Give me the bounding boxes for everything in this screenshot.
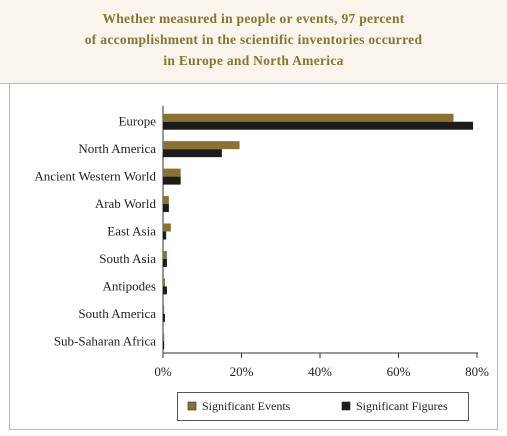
bar-significant-figures — [163, 341, 165, 350]
chart-title-line-3: in Europe and North America — [163, 53, 344, 68]
bar-significant-events — [163, 333, 165, 342]
chart-title-line-1: Whether measured in people or events, 97… — [102, 11, 405, 26]
bar-significant-events — [163, 141, 240, 150]
bar-significant-events — [163, 113, 454, 122]
legend-swatch — [341, 401, 351, 411]
category-label: Antipodes — [103, 278, 156, 293]
category-label: South America — [78, 306, 156, 321]
category-label: Sub-Saharan Africa — [54, 333, 156, 348]
bar-significant-figures — [163, 121, 474, 130]
category-label: South Asia — [99, 251, 156, 266]
bar-significant-figures — [163, 149, 222, 158]
legend-label: Significant Figures — [356, 399, 448, 413]
chart-frame — [9, 83, 498, 430]
bar-significant-figures — [163, 258, 167, 267]
category-label: North America — [78, 141, 156, 156]
category-label: Europe — [118, 114, 156, 129]
bar-significant-events — [163, 168, 181, 177]
bar-significant-events — [163, 305, 165, 314]
x-tick-label: 60% — [387, 364, 411, 379]
bar-significant-figures — [163, 176, 181, 185]
legend-swatch — [187, 401, 197, 411]
category-label: Arab World — [95, 196, 157, 211]
x-tick-label: 0% — [154, 364, 172, 379]
bar-significant-figures — [163, 204, 169, 213]
bar-significant-figures — [163, 286, 167, 295]
bar-significant-events — [163, 250, 167, 259]
bar-significant-figures — [163, 231, 167, 240]
chart-title-line-2: of accomplishment in the scientific inve… — [84, 32, 423, 47]
x-tick-label: 80% — [465, 364, 489, 379]
bar-significant-events — [163, 196, 169, 205]
bar-significant-events — [163, 278, 165, 287]
bar-significant-events — [163, 223, 171, 232]
x-tick-label: 20% — [230, 364, 254, 379]
x-tick-label: 40% — [308, 364, 332, 379]
legend-box — [177, 392, 469, 421]
category-label: East Asia — [107, 224, 156, 239]
bar-significant-figures — [163, 313, 165, 322]
title-band — [0, 0, 507, 84]
legend-label: Significant Events — [202, 399, 291, 413]
category-label: Ancient Western World — [34, 169, 156, 184]
chart-title: Whether measured in people or events, 97… — [0, 8, 507, 71]
